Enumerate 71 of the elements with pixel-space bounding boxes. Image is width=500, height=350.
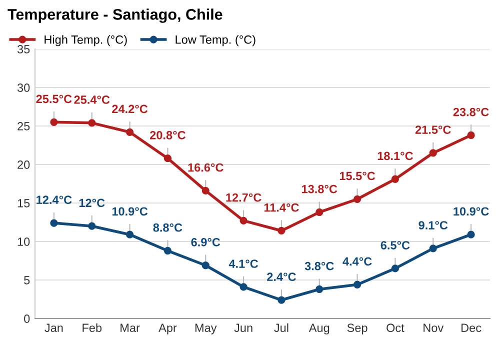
x-tick-label: Aug: [308, 324, 330, 334]
y-tick-label: 15: [18, 199, 30, 208]
x-tick-label: Sep: [347, 324, 368, 334]
point: [88, 222, 96, 230]
x-tick-label: Feb: [82, 323, 102, 332]
y-tick-label: 20: [18, 160, 30, 169]
point: [202, 186, 210, 194]
point: [278, 226, 286, 235]
data-label: 10.9°C: [454, 207, 489, 216]
x-tick-label: Apr: [158, 324, 177, 334]
point: [88, 119, 96, 127]
y-tick-label: 5: [24, 276, 30, 284]
point: [50, 219, 58, 227]
data-label: 3.8°C: [304, 262, 334, 270]
x-tick-label: Nov: [424, 324, 444, 332]
data-label: 6.9°C: [191, 238, 220, 246]
data-label: 9.1°C: [418, 221, 448, 230]
y-tick-label: 0: [24, 314, 30, 323]
point: [429, 149, 437, 157]
point: [391, 175, 400, 183]
data-label: 12°C: [79, 198, 105, 208]
x-tick-label: Jun: [234, 324, 252, 332]
point: [353, 280, 362, 288]
data-label: 23.8°C: [453, 108, 489, 116]
point: [202, 262, 210, 270]
data-label: 6.5°C: [380, 241, 410, 250]
point: [164, 154, 172, 162]
x-tick-label: Oct: [386, 324, 404, 332]
data-label: 16.6°C: [188, 163, 224, 172]
chart-title: Temperature - Santiago, Chile: [8, 8, 222, 23]
legend-label: High Temp. (°C): [44, 35, 127, 46]
x-tick-label: May: [195, 324, 217, 334]
data-label: 4.1°C: [228, 260, 258, 268]
point: [316, 208, 324, 216]
point: [353, 195, 362, 203]
point: [316, 285, 324, 294]
data-label: 12.7°C: [226, 193, 262, 202]
x-tick-label: Dec: [462, 324, 482, 332]
point: [164, 246, 172, 255]
data-label: 11.4°C: [264, 203, 299, 212]
data-label: 25.4°C: [74, 96, 110, 104]
point: [50, 118, 58, 126]
point: [126, 230, 134, 238]
y-tick-label: 25: [18, 122, 30, 130]
y-tick-label: 30: [17, 84, 30, 92]
point: [240, 283, 248, 291]
x-tick-label: Jul: [274, 323, 288, 332]
data-label: 24.2°C: [112, 104, 148, 114]
data-label: 2.4°C: [267, 272, 296, 282]
point: [467, 230, 475, 238]
legend-label: Low Temp. (°C): [176, 35, 256, 46]
data-label: 8.8°C: [153, 223, 182, 232]
point: [240, 216, 248, 225]
data-label: 12.4°C: [36, 196, 72, 204]
y-tick-label: 10: [18, 238, 30, 246]
data-label: 10.9°C: [112, 207, 148, 216]
data-label: 25.5°C: [36, 94, 72, 104]
point: [278, 296, 286, 304]
data-label: 21.5°C: [415, 126, 451, 134]
y-tick-label: 35: [17, 45, 30, 54]
data-label: 4.4°C: [342, 257, 372, 266]
data-label: 13.8°C: [302, 184, 338, 194]
point: [391, 264, 400, 272]
point: [126, 128, 134, 136]
point: [429, 244, 437, 252]
x-tick-label: Jan: [44, 324, 63, 332]
data-label: 20.8°C: [150, 130, 186, 140]
data-label: 18.1°C: [378, 152, 413, 160]
point: [467, 131, 475, 140]
data-label: 15.5°C: [340, 172, 376, 180]
x-tick-label: Mar: [120, 324, 140, 332]
